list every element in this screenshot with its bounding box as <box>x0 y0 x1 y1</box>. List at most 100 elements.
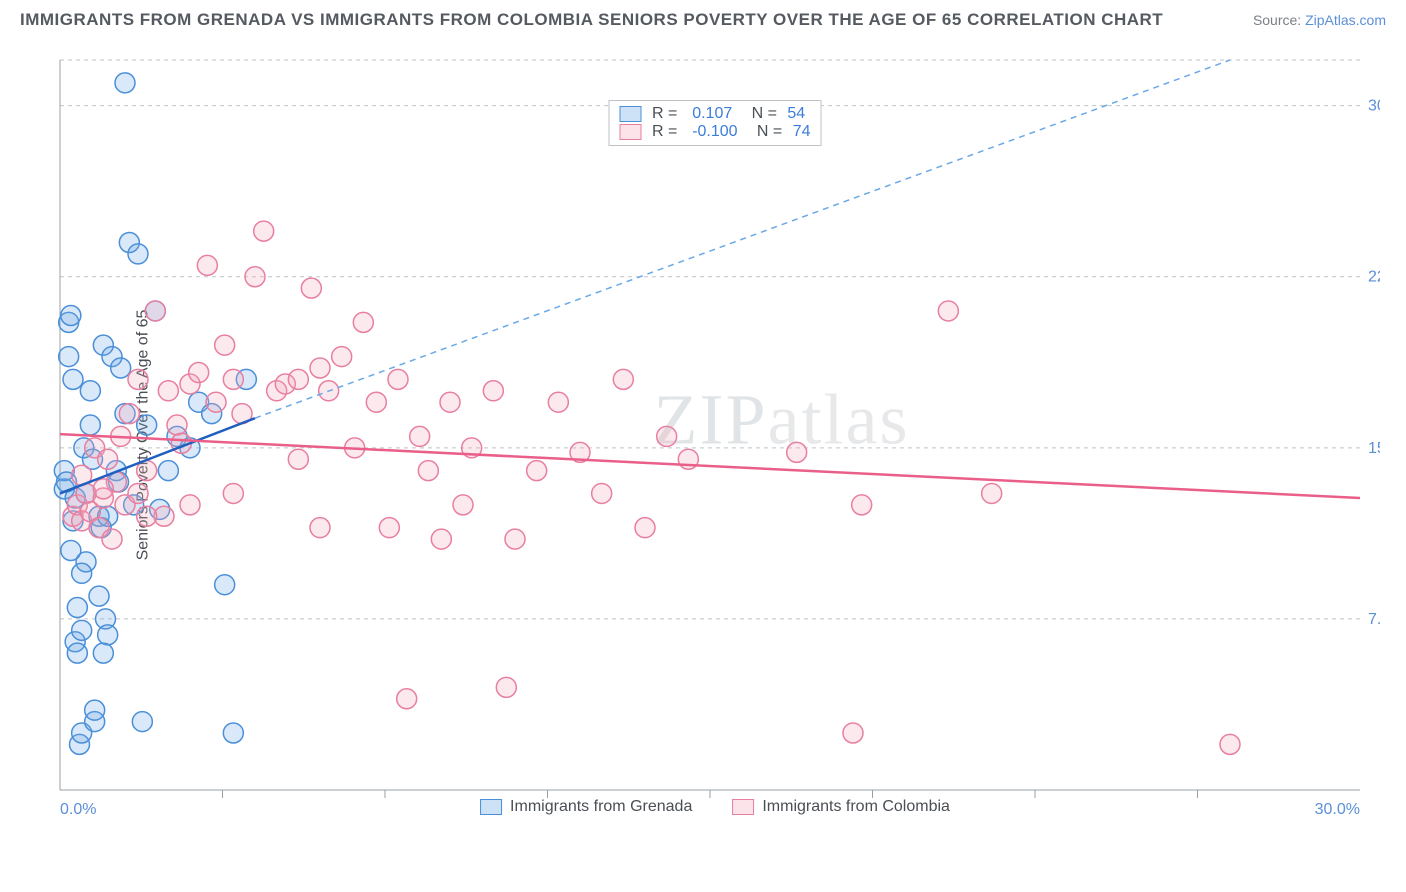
data-point <box>388 369 408 389</box>
legend-label: Immigrants from Colombia <box>762 798 950 816</box>
data-point <box>72 563 92 583</box>
data-point <box>548 392 568 412</box>
data-point <box>111 358 131 378</box>
plot-area: Seniors Poverty Over the Age of 65 ZIPat… <box>50 50 1380 820</box>
data-point <box>180 495 200 515</box>
n-value: 74 <box>793 123 811 141</box>
source-label: Source: <box>1253 12 1301 28</box>
data-point <box>63 369 83 389</box>
data-point <box>59 347 79 367</box>
trend-line <box>60 434 1360 498</box>
data-point <box>137 506 157 526</box>
data-point <box>223 723 243 743</box>
data-point <box>158 461 178 481</box>
data-point <box>245 267 265 287</box>
data-point <box>128 483 148 503</box>
x-tick-label: 0.0% <box>60 801 96 818</box>
data-point <box>145 301 165 321</box>
scatter-chart: 7.5% 15.0% 22.5% 30.0% 0.0% 30.0% <box>50 50 1380 820</box>
data-point <box>453 495 473 515</box>
data-point <box>61 540 81 560</box>
data-point <box>431 529 451 549</box>
data-point <box>397 689 417 709</box>
legend-item: Immigrants from Colombia <box>732 798 950 816</box>
data-point <box>98 625 118 645</box>
y-tick-label: 22.5% <box>1368 269 1380 286</box>
data-point <box>310 518 330 538</box>
r-value: -0.100 <box>692 123 737 141</box>
data-point <box>132 712 152 732</box>
data-point <box>215 575 235 595</box>
data-point <box>61 306 81 326</box>
data-point <box>128 369 148 389</box>
y-tick-label: 30.0% <box>1368 98 1380 115</box>
data-point <box>254 221 274 241</box>
data-point <box>332 347 352 367</box>
data-point <box>80 415 100 435</box>
legend-row: R = 0.107 N = 54 <box>620 105 811 123</box>
data-point <box>366 392 386 412</box>
data-point <box>93 479 113 499</box>
data-point <box>85 700 105 720</box>
y-tick-label: 7.5% <box>1368 611 1380 628</box>
data-point <box>158 381 178 401</box>
data-point <box>80 381 100 401</box>
data-point <box>93 643 113 663</box>
data-point <box>843 723 863 743</box>
title-row: IMMIGRANTS FROM GRENADA VS IMMIGRANTS FR… <box>20 10 1386 30</box>
legend-row: R = -0.100 N = 74 <box>620 123 811 141</box>
source-link[interactable]: ZipAtlas.com <box>1305 12 1386 28</box>
legend-swatch <box>480 799 502 815</box>
data-point <box>223 483 243 503</box>
legend-swatch <box>620 124 642 140</box>
data-point <box>527 461 547 481</box>
data-point <box>787 442 807 462</box>
data-point <box>288 369 308 389</box>
data-point <box>167 415 187 435</box>
data-point <box>379 518 399 538</box>
data-point <box>982 483 1002 503</box>
legend-label: Immigrants from Grenada <box>510 798 692 816</box>
data-point <box>301 278 321 298</box>
data-point <box>119 404 139 424</box>
r-label: R = <box>648 123 687 141</box>
y-tick-label: 15.0% <box>1368 440 1380 457</box>
data-point <box>128 244 148 264</box>
n-label: N = <box>744 123 787 141</box>
data-point <box>613 369 633 389</box>
data-point <box>418 461 438 481</box>
r-label: R = <box>648 105 687 123</box>
series-legend: Immigrants from Grenada Immigrants from C… <box>480 798 950 816</box>
x-tick-label: 30.0% <box>1315 801 1360 818</box>
data-point <box>223 369 243 389</box>
data-point <box>98 449 118 469</box>
n-value: 54 <box>787 105 805 123</box>
data-point <box>410 426 430 446</box>
data-point <box>496 677 516 697</box>
data-point <box>288 449 308 469</box>
data-point <box>1220 734 1240 754</box>
data-point <box>197 255 217 275</box>
data-point <box>440 392 460 412</box>
data-point <box>657 426 677 446</box>
data-point <box>353 312 373 332</box>
data-point <box>215 335 235 355</box>
data-point <box>206 392 226 412</box>
data-point <box>67 598 87 618</box>
data-point <box>89 586 109 606</box>
data-point <box>189 363 209 383</box>
data-point <box>852 495 872 515</box>
data-point <box>483 381 503 401</box>
r-value: 0.107 <box>692 105 732 123</box>
data-point <box>310 358 330 378</box>
legend-swatch <box>620 106 642 122</box>
data-point <box>102 529 122 549</box>
n-label: N = <box>738 105 781 123</box>
data-point <box>115 73 135 93</box>
data-point <box>938 301 958 321</box>
data-point <box>72 620 92 640</box>
correlation-legend: R = 0.107 N = 54 R = -0.100 N = 74 <box>609 100 822 146</box>
data-point <box>67 643 87 663</box>
data-point <box>505 529 525 549</box>
data-point <box>137 415 157 435</box>
